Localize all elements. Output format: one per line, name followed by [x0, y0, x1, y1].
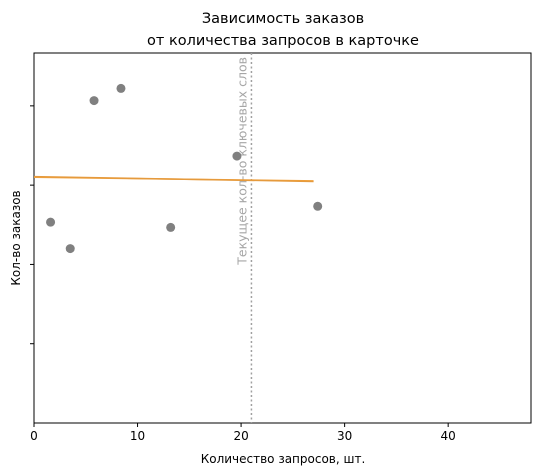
- plot-area: [33, 52, 532, 424]
- x-tick-label-30: 30: [337, 429, 352, 443]
- data-point-4: [116, 83, 126, 93]
- reference-vline-label: Текущее кол-во ключевых слов: [234, 57, 249, 266]
- trend-line-2: [33, 175, 314, 183]
- x-axis-label: Количество запросов, шт.: [201, 452, 366, 466]
- chart-title-line1: Зависимость заказов: [202, 11, 364, 27]
- x-tick-label-40: 40: [441, 429, 456, 443]
- data-point-7: [313, 201, 323, 211]
- chart-title-line2: от количества запросов в карточке: [147, 33, 419, 49]
- x-tick-label-10: 10: [130, 429, 145, 443]
- data-point-3: [89, 96, 99, 106]
- data-point-2: [65, 244, 75, 254]
- x-tick-label-20: 20: [233, 429, 248, 443]
- data-point-5: [166, 222, 176, 232]
- y-axis-label: Кол-во заказов: [9, 190, 23, 285]
- x-tick-label-0: 0: [30, 429, 38, 443]
- data-point-1: [46, 217, 56, 227]
- data-point-6: [232, 151, 242, 161]
